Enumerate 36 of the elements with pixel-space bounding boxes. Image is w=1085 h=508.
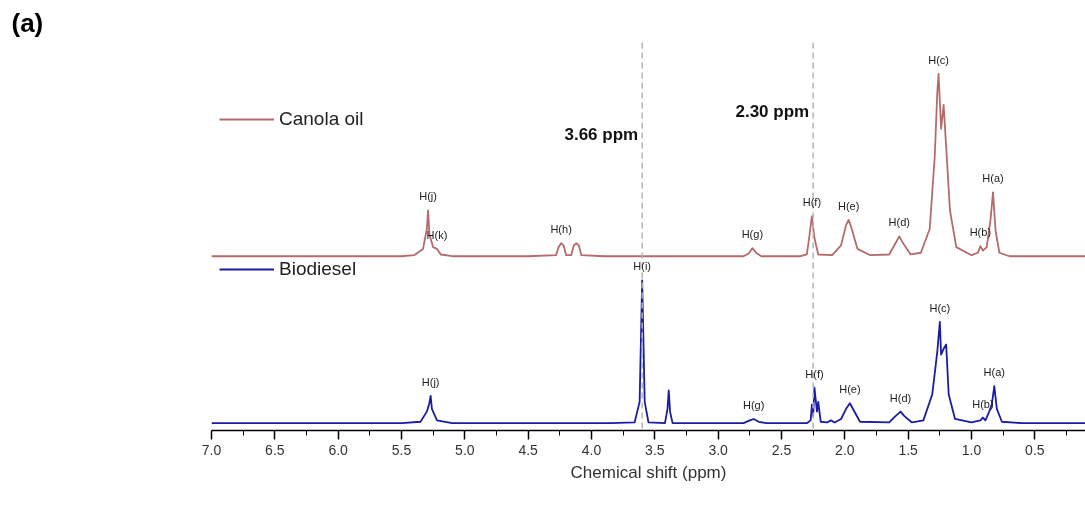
annotation: H(g) <box>742 398 765 411</box>
annotation: H(f) <box>802 196 822 209</box>
x-tick-label: 7.0 <box>201 441 222 458</box>
x-tick-label: 4.5 <box>518 441 539 458</box>
annotation: H(i) <box>633 260 652 273</box>
x-tick-label: 2.5 <box>771 441 792 458</box>
x-tick-label: 1.0 <box>961 441 982 458</box>
annotation: H(c) <box>928 53 949 66</box>
annotation: H(d) <box>888 216 910 229</box>
annotation: H(h) <box>550 223 572 236</box>
annotation: H(f) <box>805 367 824 380</box>
x-tick-label: 6.5 <box>265 441 285 458</box>
annotation: H(j) <box>419 190 437 203</box>
x-axis-title: Chemical shift (ppm) <box>570 462 727 482</box>
annotation: H(a) <box>982 172 1004 185</box>
x-tick-label: 6.0 <box>328 441 349 458</box>
chart-title: (a) <box>11 7 44 38</box>
x-tick-label: 4.0 <box>581 441 602 458</box>
annotation: H(j) <box>421 375 440 388</box>
x-tick-label: 1.5 <box>898 441 919 458</box>
x-tick-label: 5.0 <box>455 441 475 458</box>
annotation: H(e) <box>839 383 861 396</box>
annotation: H(c) <box>929 301 951 314</box>
ref-line-label: 2.30 ppm <box>735 102 810 122</box>
x-tick-label: 5.5 <box>391 441 412 458</box>
ref-line-label: 3.66 ppm <box>564 124 639 144</box>
x-tick-label: 3.0 <box>708 441 729 458</box>
annotation: H(e) <box>837 199 860 212</box>
x-tick-label: 0.5 <box>1025 441 1045 458</box>
annotation: H(d) <box>889 391 912 404</box>
legend-label: Canola oil <box>279 108 364 130</box>
annotation: H(a) <box>983 366 1005 379</box>
annotation: H(g) <box>741 228 764 241</box>
x-tick-label: 2.0 <box>835 441 855 458</box>
legend-label: Biodiesel <box>279 258 357 280</box>
x-tick-label: 3.5 <box>645 441 665 458</box>
